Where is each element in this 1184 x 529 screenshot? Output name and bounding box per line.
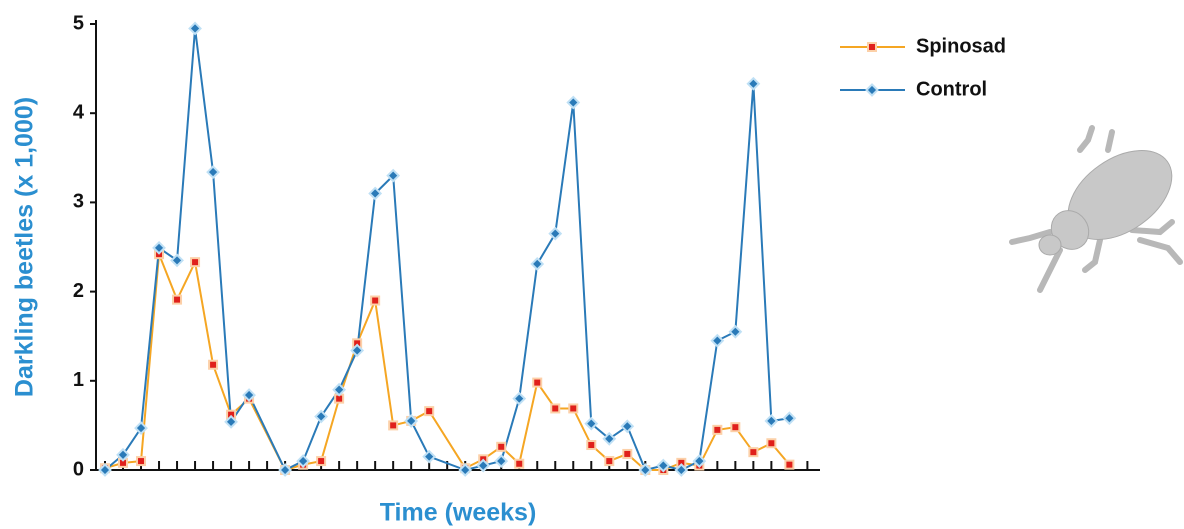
beetle-icon: [1012, 128, 1184, 290]
data-point: [514, 393, 525, 404]
data-point: [497, 443, 505, 451]
data-point: [568, 97, 579, 108]
data-point: [730, 326, 741, 337]
data-point: [425, 407, 433, 415]
data-point: [748, 78, 759, 89]
data-point: [190, 23, 201, 34]
data-point: [371, 297, 379, 305]
y-tick-label: 1: [73, 369, 84, 391]
data-point: [551, 404, 559, 412]
data-point: [316, 411, 327, 422]
data-point: [550, 228, 561, 239]
data-point: [533, 379, 541, 387]
data-point: [532, 258, 543, 269]
data-point: [713, 426, 721, 434]
data-point: [587, 441, 595, 449]
y-tick-label: 3: [73, 191, 84, 213]
y-axis-label: Darkling beetles (x 1,000): [11, 97, 39, 397]
data-point: [191, 258, 199, 266]
data-point: [784, 413, 795, 424]
data-point: [137, 457, 145, 465]
y-tick-label: 5: [73, 12, 84, 34]
data-point: [767, 439, 775, 447]
data-point: [605, 457, 613, 465]
data-point: [496, 456, 507, 467]
y-tick-label: 0: [73, 458, 84, 480]
series-line: [105, 254, 789, 470]
data-point: [731, 423, 739, 431]
data-point: [712, 335, 723, 346]
data-point: [424, 451, 435, 462]
data-point: [389, 421, 397, 429]
legend-marker: [867, 85, 878, 96]
legend-label: Spinosad: [916, 35, 1006, 57]
data-point: [515, 460, 523, 468]
data-point: [208, 167, 219, 178]
y-tick-label: 2: [73, 280, 84, 302]
data-point: [749, 448, 757, 456]
chart: Darkling beetles (x 1,000) Time (weeks) …: [0, 0, 1184, 529]
x-axis-label: Time (weeks): [380, 499, 537, 527]
y-tick-label: 4: [73, 101, 85, 123]
data-point: [623, 450, 631, 458]
data-point: [209, 361, 217, 369]
data-point: [173, 296, 181, 304]
data-point: [785, 461, 793, 469]
data-point: [766, 415, 777, 426]
series-line: [105, 28, 789, 470]
data-point: [569, 404, 577, 412]
legend-label: Control: [916, 78, 987, 100]
data-point: [317, 457, 325, 465]
legend-marker: [868, 43, 876, 51]
